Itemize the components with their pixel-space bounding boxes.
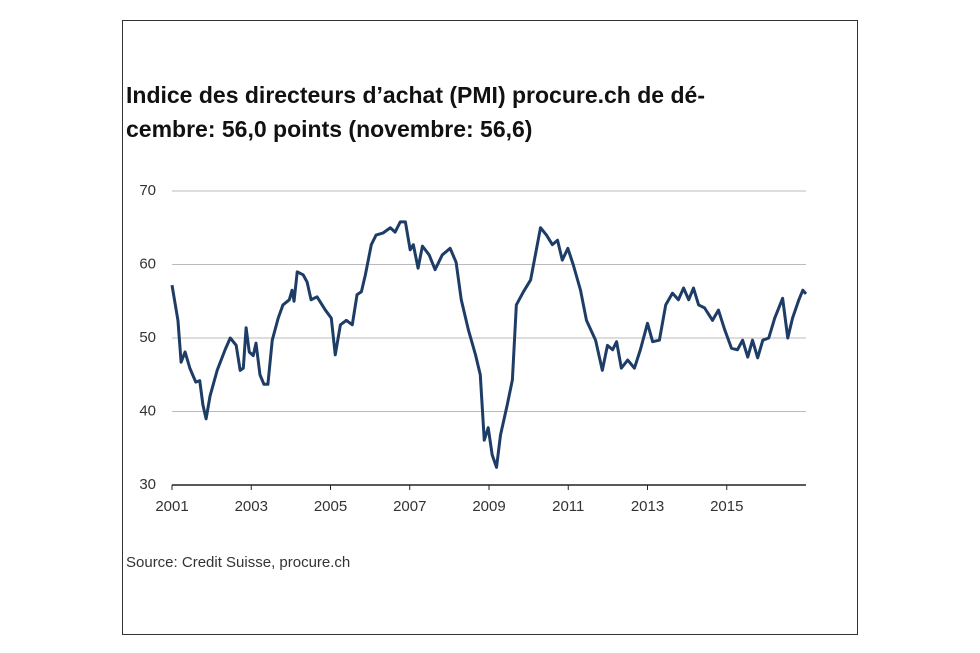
source: Source: Credit Suisse, procure.ch bbox=[126, 554, 350, 571]
chart-title: Indice des directeurs d’achat (PMI) proc… bbox=[126, 82, 705, 108]
x-tick-label: 2015 bbox=[710, 498, 743, 515]
x-tick-label: 2003 bbox=[235, 498, 268, 515]
y-tick-label: 60 bbox=[139, 255, 156, 272]
frame bbox=[122, 20, 858, 635]
x-tick-label: 2011 bbox=[552, 498, 584, 515]
x-tick-label: 2007 bbox=[393, 498, 426, 515]
x-tick-label: 2009 bbox=[472, 498, 505, 515]
y-tick-label: 70 bbox=[139, 182, 156, 199]
x-tick-label: 2005 bbox=[314, 498, 347, 515]
chart-title: cembre: 56,0 points (novembre: 56,6) bbox=[126, 116, 532, 142]
y-tick-label: 40 bbox=[139, 402, 156, 419]
x-tick-label: 2001 bbox=[155, 498, 188, 515]
y-tick-label: 30 bbox=[139, 476, 156, 493]
x-tick-label: 2013 bbox=[631, 498, 664, 515]
y-tick-label: 50 bbox=[139, 329, 156, 346]
line bbox=[170, 220, 808, 469]
